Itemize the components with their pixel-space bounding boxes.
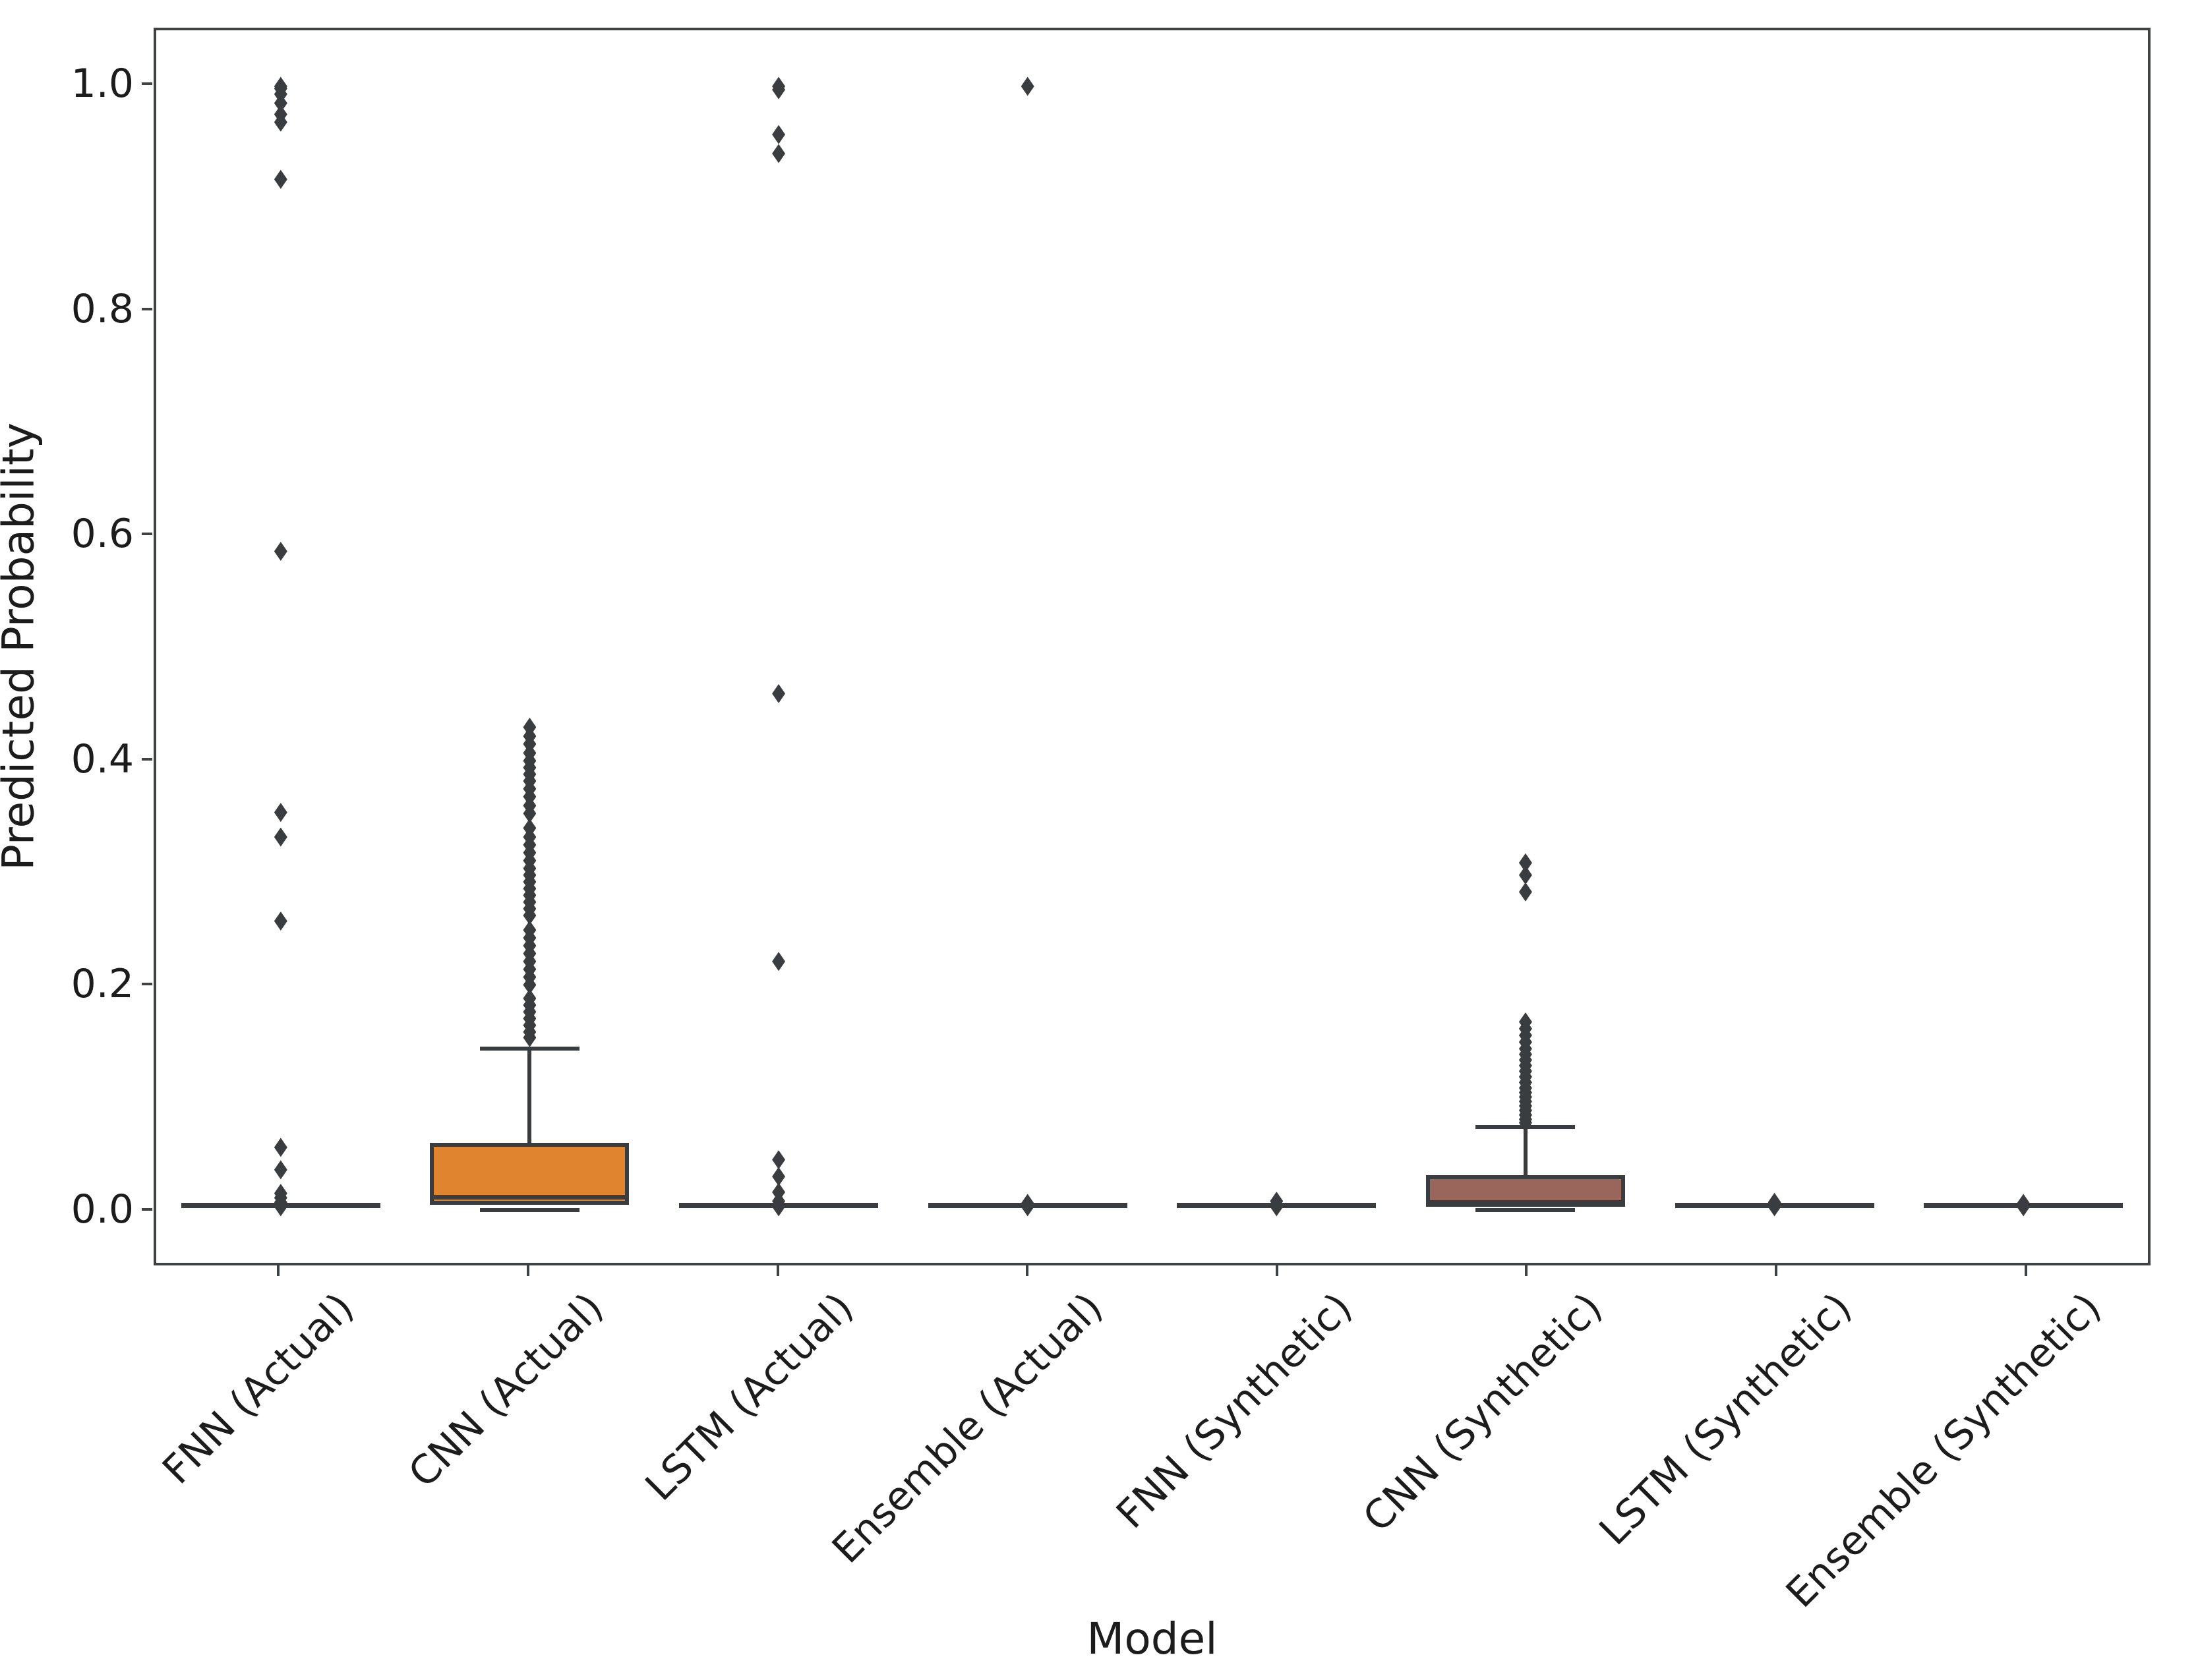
whisker-cap-low-cnn-actual [479,1208,579,1212]
outlier-point-cnn-synthetic [1518,1113,1532,1132]
y-tick-label: 0.0 [71,1186,134,1232]
x-tick-mark [776,1265,779,1276]
y-tick-mark [142,1207,152,1211]
outlier-point-fnn-actual [274,169,287,189]
outlier-point-lstm-actual [772,952,786,971]
box-plot-cnn-actual [430,1143,630,1205]
plot-area [154,28,2151,1265]
outlier-point-fnn-synthetic [1270,1197,1284,1217]
x-tick-label: LSTM (Synthetic) [1590,1284,1861,1555]
whisker-cap-low-cnn-synthetic [1475,1208,1576,1212]
median-cnn-synthetic [1425,1200,1625,1205]
y-tick-mark [142,757,152,761]
outlier-point-lstm-actual [772,125,786,144]
whisker-cnn-actual [527,1049,532,1144]
outlier-point-fnn-actual [274,1197,287,1217]
x-tick-mark [1026,1265,1029,1276]
x-tick-mark [1525,1265,1528,1276]
x-tick-mark [1775,1265,1778,1276]
y-tick-label: 0.2 [71,961,134,1008]
outlier-point-fnn-actual [274,94,287,113]
outlier-point-cnn-synthetic [1518,853,1532,873]
x-tick-label: CNN (Actual) [400,1284,613,1497]
y-tick-mark [142,983,152,986]
x-tick-label: FNN (Actual) [154,1284,363,1493]
x-tick-label: Ensemble (Actual) [823,1284,1112,1573]
outlier-point-fnn-actual [274,803,287,823]
outlier-point-cnn-actual [523,975,537,995]
outlier-point-cnn-synthetic [1518,865,1532,885]
y-tick-label: 0.4 [71,736,134,782]
y-tick-label: 0.6 [71,511,134,558]
outlier-point-fnn-actual [274,1160,287,1180]
y-tick-mark [142,82,152,86]
outlier-point-cnn-synthetic [1518,882,1532,902]
outlier-point-fnn-actual [274,827,287,847]
whisker-cnn-synthetic [1523,1127,1528,1176]
outlier-point-cnn-actual [523,803,537,823]
median-cnn-actual [430,1194,630,1200]
outlier-point-ensemble-actual [1021,76,1034,96]
outlier-point-cnn-actual [523,1028,537,1047]
y-tick-label: 1.0 [71,61,134,107]
outlier-point-lstm-synthetic [1767,1197,1781,1217]
outlier-point-ensemble-actual [1021,1197,1034,1217]
x-tick-label: LSTM (Actual) [636,1284,862,1510]
x-tick-mark [1275,1265,1278,1276]
x-axis-label: Model [1086,1613,1218,1664]
outlier-point-cnn-actual [523,906,537,925]
outlier-point-fnn-actual [274,112,287,132]
x-tick-label: FNN (Synthetic) [1108,1284,1361,1538]
x-tick-mark [2024,1265,2027,1276]
x-tick-mark [526,1265,529,1276]
x-tick-mark [277,1265,280,1276]
outlier-point-fnn-actual [274,542,287,561]
y-axis-label: Predicted Probability [0,422,44,871]
outlier-point-lstm-actual [772,144,786,163]
outlier-point-fnn-actual [274,912,287,931]
y-tick-mark [142,533,152,536]
y-tick-mark [142,307,152,310]
outlier-point-lstm-actual [772,80,786,100]
outlier-point-lstm-actual [772,1197,786,1217]
whisker-cap-high-cnn-actual [479,1047,579,1051]
y-tick-label: 0.8 [71,285,134,332]
outlier-point-lstm-actual [772,1150,786,1170]
x-tick-label: CNN (Synthetic) [1354,1284,1611,1542]
outlier-point-lstm-actual [772,1167,786,1186]
outlier-point-fnn-actual [274,1138,287,1157]
outlier-point-lstm-actual [772,683,786,703]
outlier-point-ensemble-synthetic [2017,1197,2031,1217]
